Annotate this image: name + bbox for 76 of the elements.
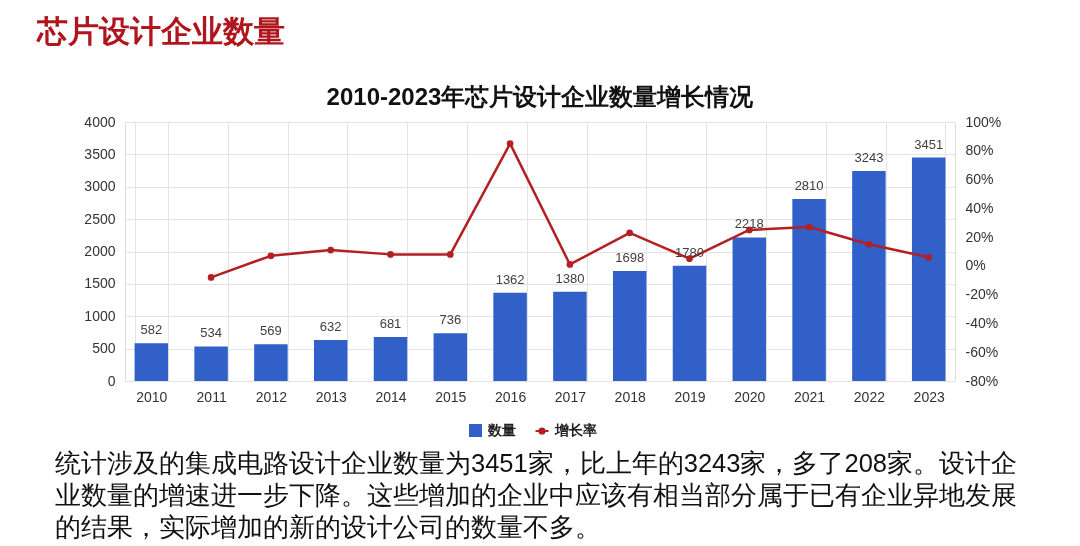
bar <box>792 199 826 381</box>
y2-tick-label: 40% <box>965 199 994 216</box>
y2-tick-label: 80% <box>965 142 994 159</box>
y2-tick-label: 60% <box>965 171 994 188</box>
x-tick-label: 2010 <box>136 388 168 405</box>
data-label: 3243 <box>854 150 884 166</box>
y-tick-label: 3000 <box>84 178 116 195</box>
x-tick-label: 2022 <box>853 388 886 405</box>
y-tick-label: 2000 <box>84 243 116 259</box>
data-label: 1380 <box>555 270 585 286</box>
bar <box>313 340 348 381</box>
bar <box>732 237 767 381</box>
data-label: 3451 <box>914 136 944 152</box>
x-tick-label: 2020 <box>734 388 766 405</box>
data-label: 1362 <box>495 271 525 287</box>
bar <box>493 292 527 381</box>
x-tick-label: 2013 <box>315 388 347 405</box>
bar <box>254 344 288 381</box>
x-tick-label: 2011 <box>196 388 227 405</box>
data-label: 582 <box>140 322 163 338</box>
point <box>327 246 335 254</box>
y2-tick-label: -60% <box>965 343 999 360</box>
bar <box>194 346 228 381</box>
text: 统计涉及的集成电路设计企业数量为3451家，比上年的3243家，多了208家。设计企业数量的增速进一步下降。这些增加的企业中应该有相当部分属于已有企业异地发展的结果，实际增加的新的设计公司的数量不多。 <box>55 449 1018 541</box>
y-tick-label: 1000 <box>84 307 116 324</box>
point <box>267 252 275 260</box>
y-tick-label: 500 <box>92 340 116 357</box>
y-tick-label: 0 <box>107 372 116 389</box>
bar <box>134 343 169 381</box>
x-tick-label: 2023 <box>913 388 945 405</box>
bar <box>852 171 886 381</box>
y2-tick-label: 0% <box>965 257 986 274</box>
y2-tick-label: 100% <box>965 113 1002 130</box>
bar <box>373 336 408 381</box>
data-label: 534 <box>200 325 222 341</box>
y-tick-label: 1500 <box>84 275 116 292</box>
bar <box>672 265 707 381</box>
point <box>865 240 873 248</box>
y-tick-label: 2500 <box>84 210 116 227</box>
bar <box>612 271 647 381</box>
data-label: 2810 <box>794 178 824 194</box>
chart-subtitle: 2010-2023年芯片设计企业数量增长情况 <box>326 83 755 110</box>
point <box>925 253 933 261</box>
y-tick-label: 3500 <box>84 145 116 162</box>
point <box>446 251 454 258</box>
data-label: 632 <box>319 319 342 335</box>
y2-tick-label: -80% <box>965 372 999 389</box>
x-tick-label: 2012 <box>255 388 288 405</box>
y2-tick-label: -40% <box>965 314 999 331</box>
point <box>805 223 813 231</box>
legend-label: 数量 <box>487 421 516 438</box>
y-tick-label: 4000 <box>84 113 116 130</box>
point <box>506 140 514 147</box>
point <box>626 229 634 237</box>
y2-tick-label: 20% <box>965 228 994 245</box>
bar <box>911 157 946 381</box>
data-label: 569 <box>260 323 282 339</box>
point <box>387 251 394 258</box>
x-tick-label: 2018 <box>614 388 646 405</box>
x-tick-label: 2021 <box>794 388 826 405</box>
data-label: 736 <box>439 312 462 328</box>
data-label: 2218 <box>734 216 764 232</box>
y2-tick-label: -20% <box>965 286 999 303</box>
x-tick-label: 2016 <box>495 388 527 405</box>
x-tick-label: 2017 <box>554 388 587 405</box>
x-tick-label: 2015 <box>435 388 467 405</box>
chart-title: 芯片设计企业数量 <box>36 14 285 49</box>
bar <box>553 291 587 381</box>
point <box>207 274 215 281</box>
point <box>566 261 574 268</box>
data-label: 1698 <box>615 250 645 266</box>
data-label: 681 <box>379 315 402 331</box>
x-tick-label: 2014 <box>375 388 407 405</box>
legend-label: 增长率 <box>554 422 597 438</box>
x-tick-label: 2019 <box>674 388 706 405</box>
bar <box>433 333 468 381</box>
